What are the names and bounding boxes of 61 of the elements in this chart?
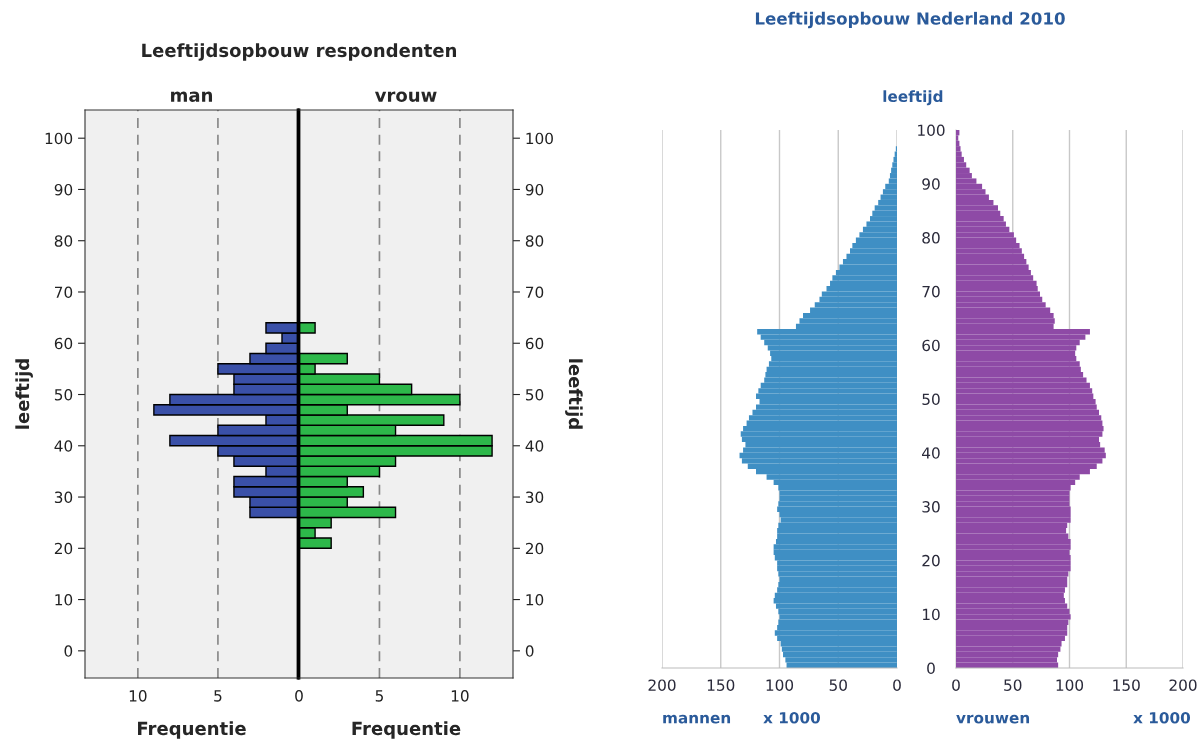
y-axis-title: leeftijd (883, 90, 943, 106)
x-axis-title: vrouwen (956, 714, 1030, 724)
y-tick-label: 10 (922, 608, 940, 621)
y-tick-label: 70 (922, 285, 940, 298)
x-axis-title: mannen (663, 714, 731, 724)
y-tick-label: 60 (525, 337, 544, 350)
y-tick-label: 40 (525, 440, 544, 452)
x-tick-label: 200 (1169, 679, 1197, 691)
chart-title: Leeftijdsopbouw Nederland 2010 (755, 11, 1065, 29)
x-tick-label: 50 (1004, 679, 1022, 691)
y-tick-label: 30 (922, 501, 940, 513)
y-tick-label: 100 (918, 124, 945, 137)
text: x 1000 (763, 711, 821, 724)
x-tick-label: 0 (295, 690, 303, 702)
y-tick-label: 50 (922, 393, 940, 406)
x-axis-title: Frequentie (138, 721, 246, 739)
y-tick-label: 10 (526, 594, 544, 606)
text: x 1000 (1133, 711, 1191, 724)
y-tick-label: 60 (922, 339, 940, 352)
y-tick-label: 20 (525, 542, 544, 555)
x-tick-label: 50 (829, 679, 847, 691)
y-tick-label: 40 (922, 447, 940, 459)
y-tick-label: 80 (525, 235, 544, 247)
y-tick-label: 90 (922, 178, 940, 190)
y-tick-label: 0 (64, 645, 73, 657)
y-tick-label: 80 (922, 232, 940, 244)
x-tick-label: 0 (893, 679, 901, 691)
x-axis-title: Frequentie (352, 721, 461, 739)
y-tick-label: 100 (45, 132, 73, 145)
chart-title: Leeftijdsopbouw respondenten (142, 43, 457, 61)
x-tick-label: 150 (707, 679, 735, 691)
y-tick-label: 30 (54, 491, 73, 504)
y-axis-title: leeftijd (565, 359, 583, 429)
y-tick-label: 90 (525, 183, 544, 196)
y-tick-label: 0 (525, 645, 534, 657)
x-tick-label: 150 (1113, 679, 1140, 691)
x-tick-label: 100 (766, 679, 794, 691)
x-tick-label: 5 (375, 690, 383, 702)
x-tick-label: 10 (451, 690, 469, 702)
x-tick-label: 0 (952, 679, 960, 691)
x-tick-label: 5 (214, 690, 222, 702)
y-tick-label: 60 (54, 337, 73, 350)
y-tick-label: 50 (525, 388, 544, 401)
chart-subtitle: man (171, 91, 213, 102)
y-tick-label: 100 (526, 132, 553, 145)
x-tick-label: 10 (129, 690, 147, 702)
y-tick-label: 20 (922, 554, 940, 567)
y-tick-label: 30 (525, 491, 544, 504)
y-tick-label: 50 (54, 388, 73, 401)
x-tick-label: 100 (1056, 679, 1084, 691)
x-tick-label: 200 (648, 679, 676, 691)
chart-subtitle: vrouw (374, 91, 437, 102)
y-tick-label: 70 (526, 286, 544, 299)
y-tick-label: 40 (54, 440, 73, 452)
y-tick-label: 90 (54, 183, 73, 196)
y-tick-label: 80 (54, 235, 73, 247)
y-tick-label: 70 (55, 286, 73, 299)
y-axis-title: leeftijd (15, 359, 33, 429)
y-tick-label: 0 (927, 662, 935, 675)
y-tick-label: 10 (55, 594, 73, 606)
y-tick-label: 20 (54, 542, 73, 555)
